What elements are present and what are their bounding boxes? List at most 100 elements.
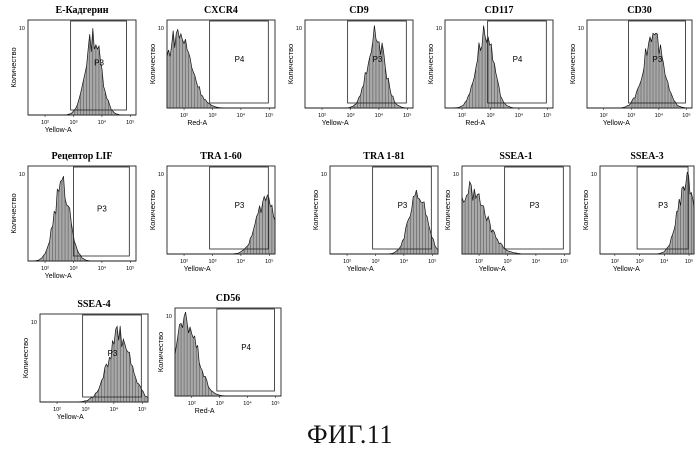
panel-title: CD9: [349, 5, 368, 16]
histogram-panel: TRA 1-60 Количество 10 P3 10² 10³ 10⁴ 10⁵ Yellow…: [148, 151, 276, 273]
histogram-panel: SSEA-4 Количество 10 P3 10² 10³ 10⁴ 10⁵ Yellow-A: [21, 299, 149, 421]
gate-label: P4: [513, 55, 523, 64]
x-axis-label: Red-A: [195, 408, 215, 415]
x-tick-label: 10⁵: [403, 112, 411, 119]
x-tick-label: 10³: [371, 259, 379, 265]
y-axis-label: Количество: [148, 190, 157, 230]
gate-region: [216, 308, 275, 392]
panel-title: SSEA-4: [77, 299, 110, 310]
panel-title: SSEA-3: [630, 151, 663, 162]
x-tick-label: 10³: [208, 259, 216, 265]
histogram-fill: [167, 194, 276, 255]
gate-region: [628, 20, 686, 104]
histogram-panel: CXCR4 Количество 10 P4 10² 10³ 10⁴ 10⁵ Red-A: [148, 5, 276, 127]
y-tick-label: 10: [158, 172, 164, 178]
x-tick-label: 10³: [503, 259, 511, 265]
gate-label: P3: [398, 201, 408, 210]
x-tick-label: 10⁴: [110, 406, 119, 413]
x-tick-label: 10⁴: [660, 258, 669, 265]
panel-title: CD56: [216, 293, 240, 304]
x-axis-label: Yellow-A: [613, 266, 640, 273]
x-axis-label: Yellow-A: [184, 266, 211, 273]
histogram-panel: SSEA-1 Количество 10 P3 10² 10³ 10⁴ 10⁵ Yellow-A: [443, 151, 571, 273]
y-tick-label: 10: [19, 172, 25, 178]
gate-region: [209, 20, 269, 104]
x-tick-label: 10⁴: [237, 112, 246, 119]
x-tick-label: 10⁵: [682, 112, 690, 119]
x-tick-label: 10⁴: [98, 119, 107, 126]
y-axis-label: Количество: [426, 44, 435, 84]
histogram-panel: CD117 Количество 10 P4 10² 10³ 10⁴ 10⁵ Red-A: [426, 5, 554, 127]
panel-title: CD117: [485, 5, 514, 16]
gate-region: [82, 314, 142, 398]
x-tick-label: 10³: [346, 113, 354, 119]
y-tick-label: 10: [31, 320, 37, 326]
panel-title: Рецептор LIF: [52, 151, 113, 162]
x-tick-label: 10⁴: [243, 400, 252, 407]
x-tick-label: 10⁴: [237, 258, 246, 265]
gate-label: P3: [373, 55, 383, 64]
x-tick-label: 10²: [318, 113, 326, 119]
x-tick-label: 10³: [69, 120, 77, 126]
gate-label: P3: [97, 205, 107, 214]
histogram-panel: CD30 Количество 10 P3 10² 10³ 10⁴ 10⁵ Yellow-A: [568, 5, 693, 127]
histogram-fill: [600, 171, 695, 255]
panel-title: E-Кадгерин: [55, 5, 108, 16]
x-tick-label: 10⁵: [126, 119, 134, 126]
gate-label: P4: [241, 343, 251, 352]
histogram-fill: [28, 28, 136, 116]
x-tick-label: 10⁴: [400, 258, 409, 265]
y-axis-label: Количество: [156, 332, 165, 372]
gate-region: [636, 166, 689, 250]
panel-title: TRA 1-60: [200, 151, 241, 162]
gate-label: P3: [530, 201, 540, 210]
histogram-panel: CD56 Количество 10 P4 10² 10³ 10⁴ 10⁵ Red-A: [156, 293, 282, 415]
y-axis-label: Количество: [21, 338, 30, 378]
x-axis-label: Yellow-A: [45, 273, 72, 280]
y-axis-label: Количество: [311, 190, 320, 230]
panel-title: CXCR4: [204, 5, 238, 16]
y-tick-label: 10: [19, 26, 25, 32]
x-tick-label: 10⁴: [375, 112, 384, 119]
histogram-panel: SSEA-3 Количество 10 P3 10² 10³ 10⁴ 10⁵ Yellow-A: [581, 151, 695, 273]
x-tick-label: 10²: [41, 266, 49, 272]
histogram-fill: [587, 32, 693, 109]
gate-region: [70, 20, 127, 111]
histogram-fill: [305, 25, 413, 109]
gate-label: P3: [94, 59, 104, 68]
panel-title: SSEA-1: [499, 151, 532, 162]
x-tick-label: 10⁵: [138, 406, 146, 413]
y-axis-label: Количество: [581, 190, 590, 230]
x-axis-label: Red-A: [465, 120, 485, 127]
x-axis-label: Yellow-A: [45, 127, 72, 134]
gate-label: P3: [658, 201, 668, 210]
y-axis-label: Количество: [568, 44, 577, 84]
y-tick-label: 10: [321, 172, 327, 178]
y-axis-label: Количество: [9, 193, 18, 233]
gate-label: P3: [108, 349, 118, 358]
x-tick-label: 10⁵: [428, 258, 436, 265]
histogram-fill: [40, 325, 149, 403]
x-tick-label: 10⁵: [265, 112, 273, 119]
x-tick-label: 10²: [600, 113, 608, 119]
x-tick-label: 10²: [53, 407, 61, 413]
x-tick-label: 10²: [475, 259, 483, 265]
x-tick-label: 10⁴: [655, 112, 664, 119]
y-tick-label: 10: [158, 26, 164, 32]
x-axis-label: Yellow-A: [347, 266, 374, 273]
x-tick-label: 10⁵: [685, 258, 693, 265]
x-axis-label: Red-A: [187, 120, 207, 127]
x-tick-label: 10²: [343, 259, 351, 265]
gate-region: [347, 20, 407, 104]
y-axis-label: Количество: [148, 44, 157, 84]
x-tick-label: 10²: [611, 259, 619, 265]
y-axis-label: Количество: [443, 190, 452, 230]
histogram-fill: [174, 311, 281, 397]
x-tick-label: 10⁵: [560, 258, 568, 265]
x-tick-label: 10⁵: [271, 400, 279, 407]
x-tick-label: 10³: [216, 401, 224, 407]
panel-title: TRA 1-81: [363, 151, 404, 162]
y-tick-label: 10: [591, 172, 597, 178]
y-tick-label: 10: [453, 172, 459, 178]
y-tick-label: 10: [436, 26, 442, 32]
